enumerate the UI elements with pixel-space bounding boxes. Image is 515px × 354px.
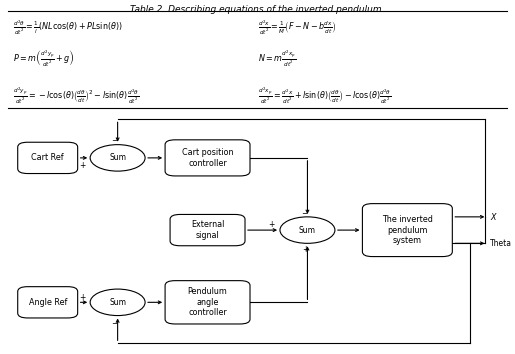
Circle shape [90,145,145,171]
Text: Sum: Sum [109,298,126,307]
Text: Table 2. Describing equations of the inverted pendulum.: Table 2. Describing equations of the inv… [130,5,385,14]
Text: $-$: $-$ [111,317,119,326]
Text: The inverted
pendulum
system: The inverted pendulum system [382,215,433,245]
Text: +: + [79,293,85,302]
Text: Cart position
controller: Cart position controller [182,148,233,167]
Text: $\frac{d^2y_p}{dt^2} = -l\cos(\theta)\left(\frac{d\theta}{dt}\right)^2 - l\sin(\: $\frac{d^2y_p}{dt^2} = -l\cos(\theta)\le… [13,86,139,107]
FancyBboxPatch shape [165,281,250,324]
Text: Sum: Sum [299,225,316,235]
FancyBboxPatch shape [165,140,250,176]
Text: External
signal: External signal [191,221,224,240]
Circle shape [90,289,145,315]
Text: Cart Ref: Cart Ref [31,153,64,162]
FancyBboxPatch shape [18,142,78,173]
Text: $\frac{d^2x}{dt^2} = \frac{1}{M}\left(F - N - b\frac{dx}{dt}\right)$: $\frac{d^2x}{dt^2} = \frac{1}{M}\left(F … [258,19,336,37]
FancyBboxPatch shape [363,204,452,257]
Text: Theta: Theta [490,239,512,248]
Text: $-$: $-$ [111,135,119,143]
Text: Sum: Sum [109,153,126,162]
Text: $P = m\left(\frac{d^2y_p}{dt^2} + g\right)$: $P = m\left(\frac{d^2y_p}{dt^2} + g\righ… [13,49,75,69]
Text: $\frac{d^2\theta}{dt^2} = \frac{1}{l}\left(NL\cos(\theta) + PL\sin(\theta)\right: $\frac{d^2\theta}{dt^2} = \frac{1}{l}\le… [13,19,123,37]
Text: +: + [269,219,275,229]
Circle shape [280,217,335,243]
Text: $N = m\frac{d^2x_p}{dt^2}$: $N = m\frac{d^2x_p}{dt^2}$ [258,49,296,69]
Text: $X$: $X$ [490,211,498,222]
FancyBboxPatch shape [170,215,245,246]
Text: +: + [302,245,308,253]
FancyBboxPatch shape [18,287,78,318]
Text: +: + [79,161,85,170]
Text: Angle Ref: Angle Ref [28,298,67,307]
Text: $\frac{d^2x_p}{dt^2} = \frac{d^2x}{dt^2} + l\sin(\theta)\left(\frac{d\theta}{dt}: $\frac{d^2x_p}{dt^2} = \frac{d^2x}{dt^2}… [258,86,391,107]
Text: $-$: $-$ [301,207,309,216]
Text: Pendulum
angle
controller: Pendulum angle controller [187,287,228,317]
